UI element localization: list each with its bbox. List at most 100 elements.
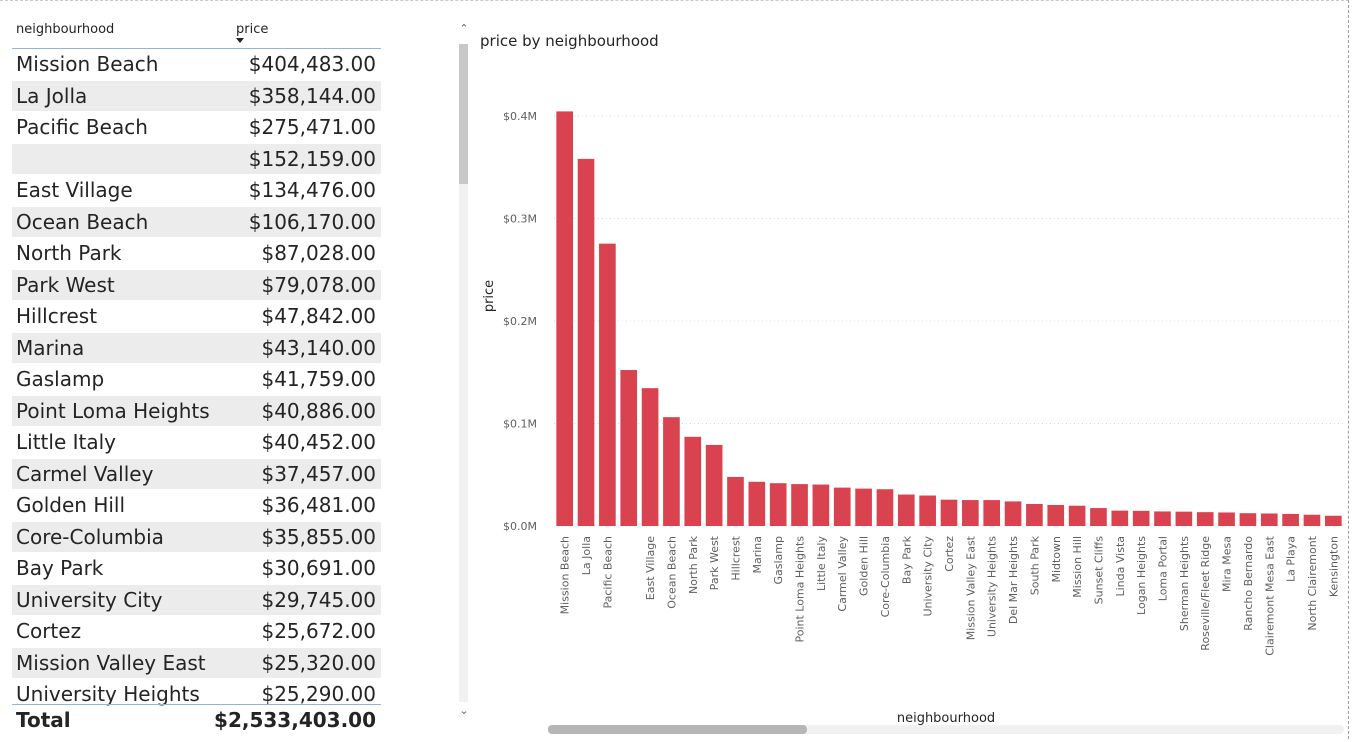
table-row[interactable]: Hillcrest $47,842.00 [12,301,381,333]
bar[interactable] [876,489,894,526]
x-tick-label: Cortez [943,536,956,572]
cell-price: $37,457.00 [231,458,381,489]
bar[interactable] [812,484,830,526]
cell-neighbourhood: Core-Columbia [12,521,232,552]
cell-neighbourhood: Ocean Beach [12,206,232,237]
bar[interactable] [1132,510,1150,526]
bar[interactable] [1026,503,1043,526]
cell-price: $40,886.00 [231,395,381,426]
bar[interactable] [620,370,638,526]
cell-price: $25,672.00 [261,619,376,643]
bar[interactable] [1090,508,1107,526]
table-row[interactable]: Gaslamp $41,759.00 [12,364,381,396]
table-body: Mission Beach $404,483.00 La Jolla $358,144… [12,49,381,711]
bar[interactable] [705,444,723,526]
x-tick-label: La Playa [1285,536,1298,582]
bar[interactable] [919,495,936,526]
bar[interactable] [833,487,851,526]
bar[interactable] [599,243,616,527]
column-header-price[interactable]: price [236,22,269,37]
table-row[interactable]: University City $29,745.00 [12,584,381,617]
table-row[interactable]: University Heights $25,290.00 [12,679,381,711]
bar[interactable] [641,388,659,526]
bar[interactable] [577,158,595,526]
bar[interactable] [791,484,808,526]
x-tick-label: North Clairemont [1306,535,1319,630]
table-row[interactable]: $152,159.00 [12,143,381,176]
table-row[interactable]: Pacific Beach $275,471.00 [12,112,381,144]
bar[interactable] [1303,514,1321,526]
x-tick-label: Park West [708,535,721,590]
table-row[interactable]: Core-Columbia $35,855.00 [12,521,381,554]
cell-neighbourhood: Marina [12,332,232,363]
bar[interactable] [1282,513,1299,526]
scrollbar-thumb[interactable] [459,44,468,184]
sort-descending-icon[interactable] [236,38,244,43]
table-row[interactable]: Carmel Valley $37,457.00 [12,458,381,491]
x-tick-label: Gaslamp [772,536,785,585]
price-table[interactable]: neighbourhood price Mission Beach $404,48… [12,17,381,739]
bar[interactable] [1004,501,1022,526]
chevron-up-icon[interactable]: ⌃ [459,22,469,35]
bar[interactable] [663,417,680,526]
chevron-down-icon[interactable]: ⌄ [459,704,469,717]
bar[interactable] [748,481,766,526]
bar[interactable] [1047,504,1065,526]
bar-chart-visual[interactable]: price by neighbourhood $0.0M $0.1M $0.2M $0… [472,22,1348,738]
bar[interactable] [727,476,744,526]
table-row[interactable]: Cortez $25,672.00 [12,616,381,648]
table-row[interactable]: Point Loma Heights $40,886.00 [12,395,381,428]
chart-horizontal-scrollbar-thumb[interactable] [548,725,807,734]
bar[interactable] [1239,513,1257,526]
bar[interactable] [983,500,1001,526]
bar[interactable] [1260,513,1278,526]
table-vertical-scrollbar[interactable]: ⌃ ⌄ [456,20,470,720]
cell-price: $25,290.00 [261,682,376,706]
column-header-neighbourhood[interactable]: neighbourhood [16,22,115,37]
bar[interactable] [962,500,979,526]
cell-price: $30,691.00 [261,556,376,580]
x-tick-label: Midtown [1050,536,1063,583]
bar[interactable] [1175,511,1193,526]
bar[interactable] [1068,505,1086,526]
bar[interactable] [940,499,958,526]
bar[interactable] [1154,511,1171,526]
bar[interactable] [556,111,574,527]
x-tick-label: Loma Portal [1157,536,1170,601]
bar[interactable] [1324,515,1342,526]
chart-horizontal-scrollbar-track[interactable] [548,725,1344,734]
cell-price: $40,452.00 [261,430,376,454]
x-tick-label: Sherman Heights [1178,536,1191,631]
table-row[interactable]: Mission Valley East $25,320.00 [12,647,381,680]
table-row[interactable]: Bay Park $30,691.00 [12,553,381,585]
bar[interactable] [1196,512,1214,526]
scrollbar-track[interactable] [459,44,468,702]
bar-chart-svg: $0.0M $0.1M $0.2M $0.3M $0.4M price Mission Be… [482,110,1344,726]
cell-price: $134,476.00 [248,178,376,202]
x-tick-label: Little Italy [815,536,828,591]
x-tick-label: Del Mar Heights [1007,536,1020,624]
table-row[interactable]: Golden Hill $36,481.00 [12,490,381,522]
table-row[interactable]: Park West $79,078.00 [12,269,381,302]
bar[interactable] [1218,512,1235,526]
table-row[interactable]: Ocean Beach $106,170.00 [12,206,381,239]
bar[interactable] [684,436,702,526]
x-tick-label: Mission Hill [1071,536,1084,598]
cell-price: $87,028.00 [261,241,376,265]
table-row[interactable]: La Jolla $358,144.00 [12,80,381,113]
bar[interactable] [769,483,787,526]
bar[interactable] [1111,510,1129,526]
table-row[interactable]: East Village $134,476.00 [12,175,381,207]
x-tick-label: University City [922,536,935,617]
table-row[interactable]: North Park $87,028.00 [12,238,381,270]
cell-neighbourhood: Park West [12,269,232,300]
bar[interactable] [855,488,872,526]
cell-price: $47,842.00 [261,304,376,328]
cell-neighbourhood: Pacific Beach [16,115,148,139]
cell-price: $404,483.00 [248,52,376,76]
table-row[interactable]: Little Italy $40,452.00 [12,427,381,459]
x-tick-label: Kensington [1327,536,1340,597]
bar[interactable] [897,494,915,526]
table-row[interactable]: Mission Beach $404,483.00 [12,49,381,81]
table-row[interactable]: Marina $43,140.00 [12,332,381,365]
